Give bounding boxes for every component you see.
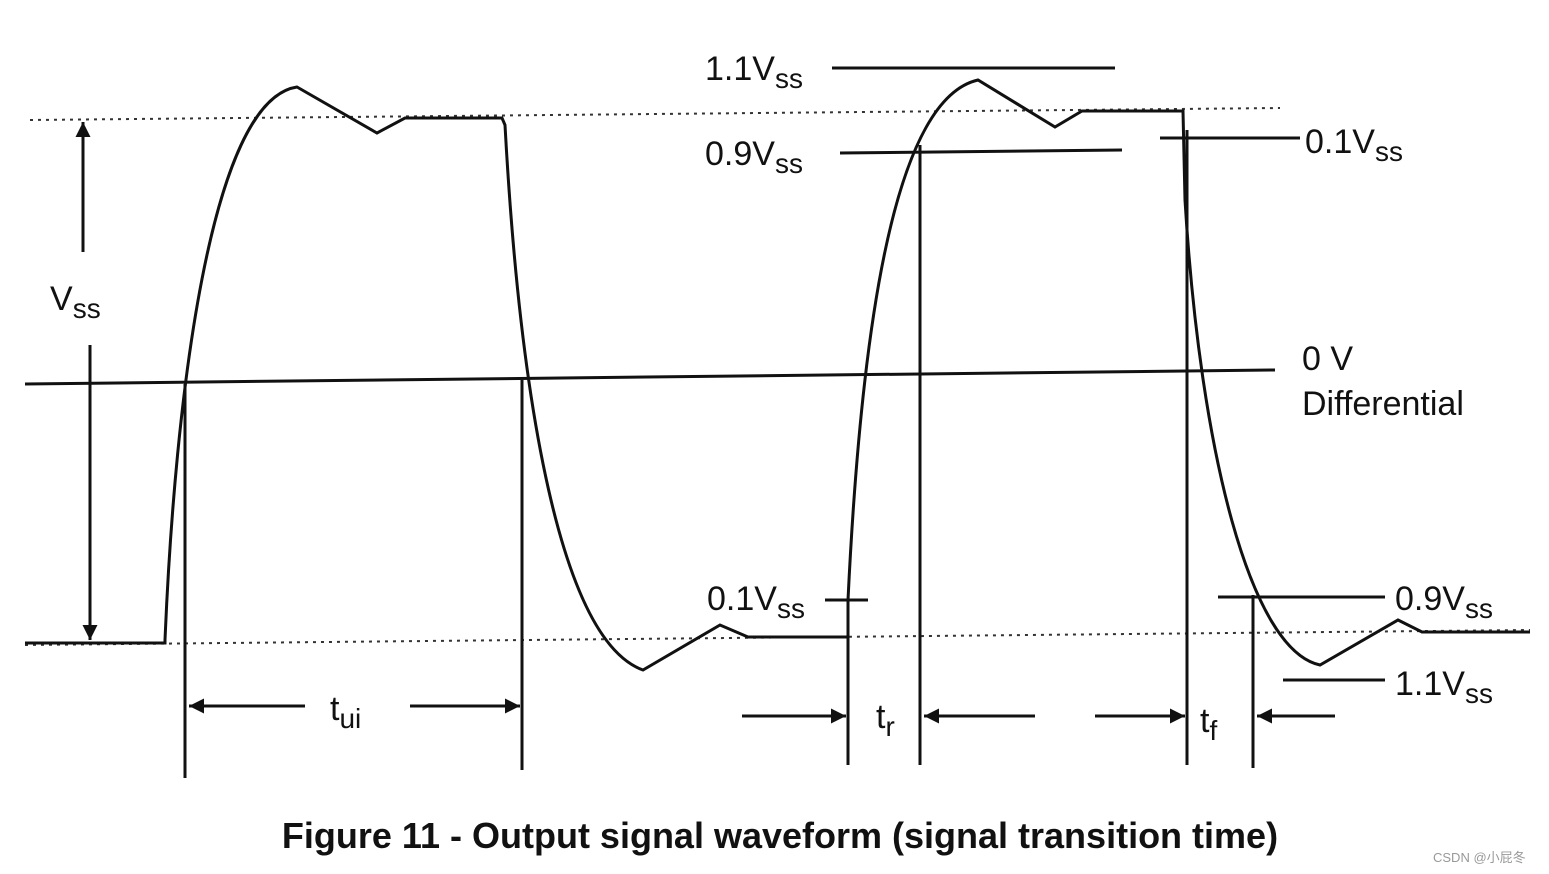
label-sub: ss <box>775 63 803 94</box>
label-base: 0.9V <box>1395 580 1465 618</box>
label-base: t <box>876 698 886 736</box>
label-base: 0.1V <box>707 580 777 618</box>
label: 0.1Vss <box>707 580 805 624</box>
label-base: t <box>330 690 340 728</box>
label-base: V <box>50 280 73 318</box>
upper-dotted <box>29 107 1281 121</box>
waveform <box>25 78 1530 672</box>
label: Vss <box>50 280 101 324</box>
label-base: 1.1V <box>705 50 775 88</box>
label-sub: f <box>1209 715 1217 746</box>
label-sub: ss <box>777 593 805 624</box>
label-sub: ss <box>1465 593 1493 624</box>
label-base: 1.1V <box>1395 665 1465 703</box>
label: 1.1Vss <box>1395 665 1493 709</box>
label-sub: ui <box>339 703 361 734</box>
label-sub: ss <box>775 148 803 179</box>
label-sub: r <box>885 711 894 742</box>
label: tr <box>876 698 895 742</box>
label-sub: ss <box>1465 678 1493 709</box>
label: Differential <box>1302 385 1464 423</box>
arrows <box>75 122 1335 724</box>
markers <box>183 66 1385 778</box>
caption: Figure 11 - Output signal waveform (sign… <box>282 815 1278 856</box>
watermark: CSDN @小屁冬 <box>1433 850 1526 865</box>
label: 0.9Vss <box>705 135 803 179</box>
label-base: 0.1V <box>1305 123 1375 161</box>
label: 0 V <box>1302 340 1353 378</box>
label: tf <box>1200 702 1217 746</box>
label-base: t <box>1200 702 1210 740</box>
label-sub: ss <box>1375 136 1403 167</box>
label: tui <box>330 690 361 734</box>
label: 0.9Vss <box>1395 580 1493 624</box>
label-base: 0.9V <box>705 135 775 173</box>
label-sub: ss <box>73 293 101 324</box>
label: 1.1Vss <box>705 50 803 94</box>
label: 0.1Vss <box>1305 123 1403 167</box>
zero-line <box>24 368 1276 386</box>
